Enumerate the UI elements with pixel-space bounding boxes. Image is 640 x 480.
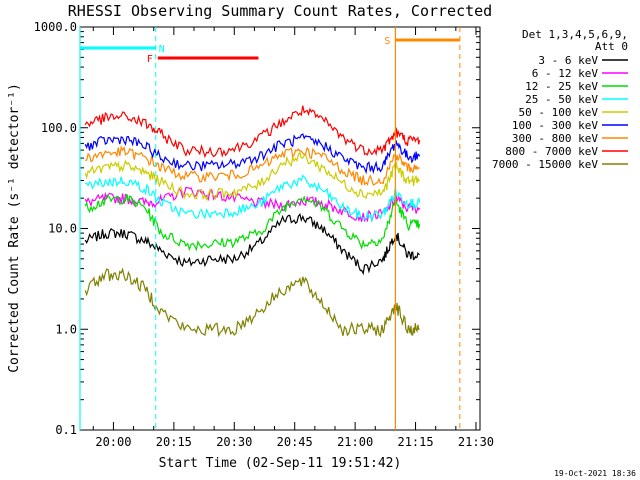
legend-label-5: 100 - 300 keV <box>512 119 598 132</box>
legend-label-2: 12 - 25 keV <box>525 80 598 93</box>
legend-header-1: Att 0 <box>595 40 628 53</box>
series-line-0 <box>84 212 420 276</box>
legend-label-4: 50 - 100 keV <box>519 106 599 119</box>
flag-label-S: S <box>384 36 390 47</box>
y-axis-label: Corrected Count Rate (s⁻¹ detector⁻¹) <box>7 83 22 373</box>
plot-area: 0.1 1.0 10.0 100.0 1000.0 20:00 20:15 20:30 20:4… <box>34 20 494 449</box>
x-tick-label: 20:00 <box>95 435 131 449</box>
x-tick-label: 20:45 <box>277 435 313 449</box>
series-line-8 <box>84 267 420 338</box>
x-tick-label: 21:00 <box>337 435 373 449</box>
legend-label-0: 3 - 6 keV <box>538 54 598 67</box>
x-tick-label: 21:15 <box>397 435 433 449</box>
legend-label-7: 800 - 7000 keV <box>505 145 598 158</box>
x-tick-label: 20:15 <box>156 435 192 449</box>
y-tick-label: 0.1 <box>55 423 77 437</box>
series-line-2 <box>84 194 421 252</box>
x-tick-label: 20:30 <box>216 435 252 449</box>
y-tick-label: 1000.0 <box>34 20 77 34</box>
x-tick-label: 21:30 <box>458 435 494 449</box>
y-tick-label: 10.0 <box>48 222 77 236</box>
series-line-7 <box>84 105 421 159</box>
legend-label-6: 300 - 800 keV <box>512 132 598 145</box>
legend-header-0: Det 1,3,4,5,6,9, <box>522 28 628 41</box>
series-line-3 <box>85 174 421 224</box>
timestamp: 19-Oct-2021 18:36 <box>554 469 636 478</box>
series-line-4 <box>84 150 420 202</box>
y-tick-label: 1.0 <box>55 322 77 336</box>
series-line-5 <box>84 133 421 175</box>
x-axis-label: Start Time (02-Sep-11 19:51:42) <box>159 456 402 471</box>
flag-label-F: F <box>147 54 153 65</box>
flag-label-N: N <box>159 44 165 55</box>
legend-label-3: 25 - 50 keV <box>525 93 598 106</box>
series-line-6 <box>85 144 420 186</box>
legend-label-8: 7000 - 15000 keV <box>492 158 598 171</box>
y-tick-label: 100.0 <box>41 121 77 135</box>
chart-title: RHESSI Observing Summary Count Rates, Co… <box>68 2 492 20</box>
legend-label-1: 6 - 12 keV <box>532 67 599 80</box>
